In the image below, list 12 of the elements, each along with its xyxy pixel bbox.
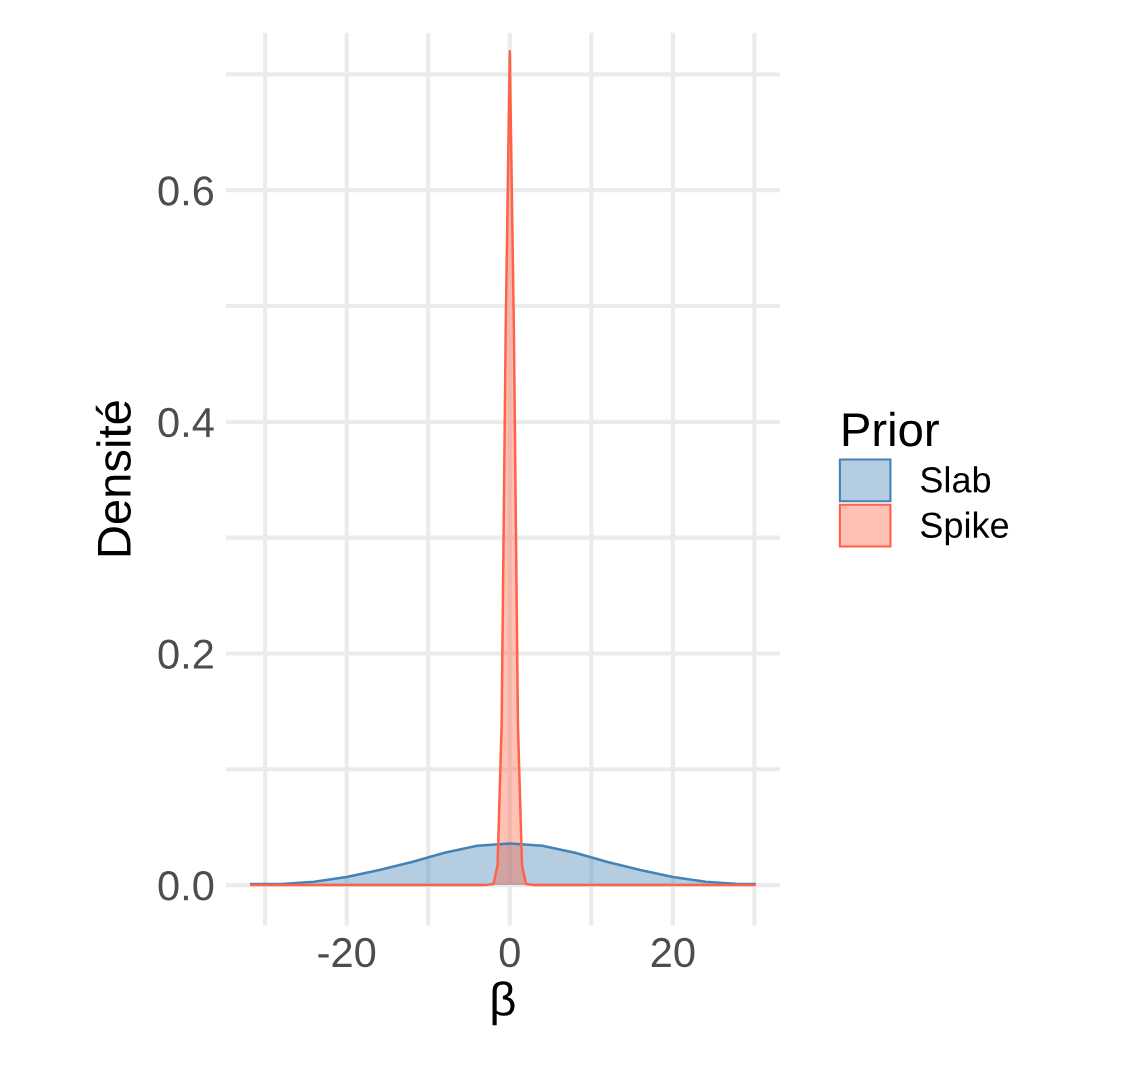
legend-label: Slab: [920, 466, 991, 493]
x-tick-label: 0: [499, 937, 520, 968]
y-axis-title: Densité: [95, 401, 131, 556]
legend-label: Spike: [920, 511, 1009, 546]
y-tick-label: 0.6: [158, 176, 214, 206]
y-tick-label: 0.0: [158, 871, 214, 901]
y-tick-label: 0.2: [158, 639, 213, 669]
x-tick-label: 20: [651, 937, 695, 968]
legend-title: Prior: [843, 411, 939, 447]
x-tick-label: -20: [318, 937, 376, 968]
y-tick-label: 0.4: [158, 407, 214, 438]
x-axis-title: β: [492, 981, 515, 1026]
